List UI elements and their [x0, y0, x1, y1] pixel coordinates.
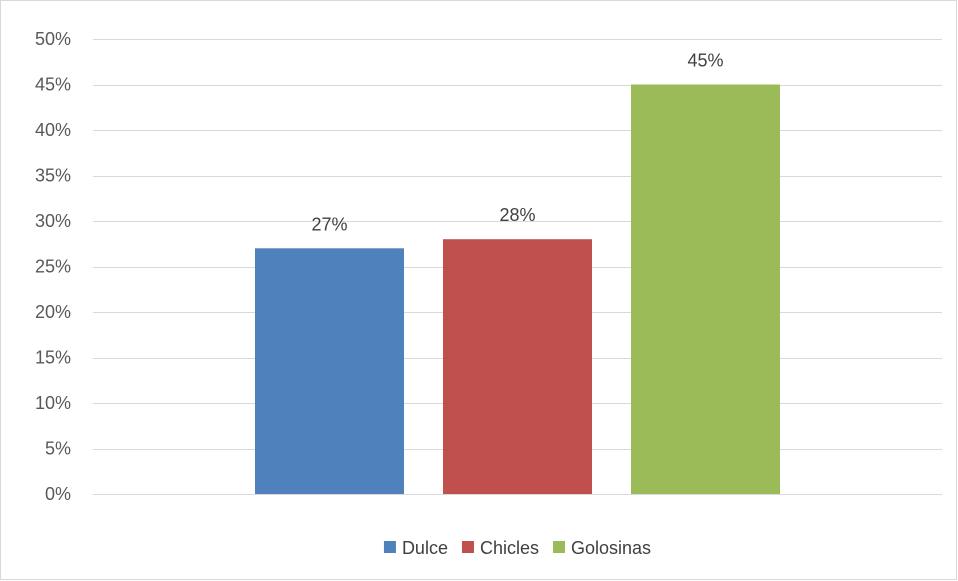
data-label-chicles: 28% — [499, 205, 535, 225]
legend-item-chicles: Chicles — [461, 538, 539, 558]
y-tick-label: 10% — [35, 393, 71, 413]
y-axis-tick-labels: 0% 5% 10% 15% 20% 25% 30% 35% 40% 45% 50% — [35, 29, 71, 504]
legend-label-chicles: Chicles — [480, 538, 539, 558]
legend-swatch-dulce — [383, 541, 396, 553]
data-label-golosinas: 45% — [687, 51, 723, 71]
legend: Dulce Chicles Golosinas — [383, 538, 651, 558]
y-tick-label: 25% — [35, 257, 71, 277]
bar-chicles — [443, 239, 592, 494]
y-tick-label: 20% — [35, 302, 71, 322]
y-tick-label: 40% — [35, 120, 71, 140]
y-tick-label: 30% — [35, 211, 71, 231]
data-labels: 27% 28% 45% — [311, 51, 723, 235]
y-tick-label: 35% — [35, 166, 71, 186]
legend-label-golosinas: Golosinas — [571, 538, 651, 558]
bar-dulce — [255, 248, 404, 494]
bars — [255, 84, 780, 494]
legend-swatch-chicles — [461, 541, 474, 553]
y-tick-label: 50% — [35, 29, 71, 49]
data-label-dulce: 27% — [311, 214, 347, 234]
y-tick-label: 45% — [35, 75, 71, 95]
legend-label-dulce: Dulce — [402, 538, 448, 558]
y-tick-label: 15% — [35, 348, 71, 368]
bar-golosinas — [631, 84, 780, 494]
legend-swatch-golosinas — [553, 541, 566, 553]
y-tick-label: 0% — [45, 484, 71, 504]
legend-item-golosinas: Golosinas — [553, 538, 651, 558]
y-tick-label: 5% — [45, 439, 71, 459]
legend-item-dulce: Dulce — [383, 538, 448, 558]
